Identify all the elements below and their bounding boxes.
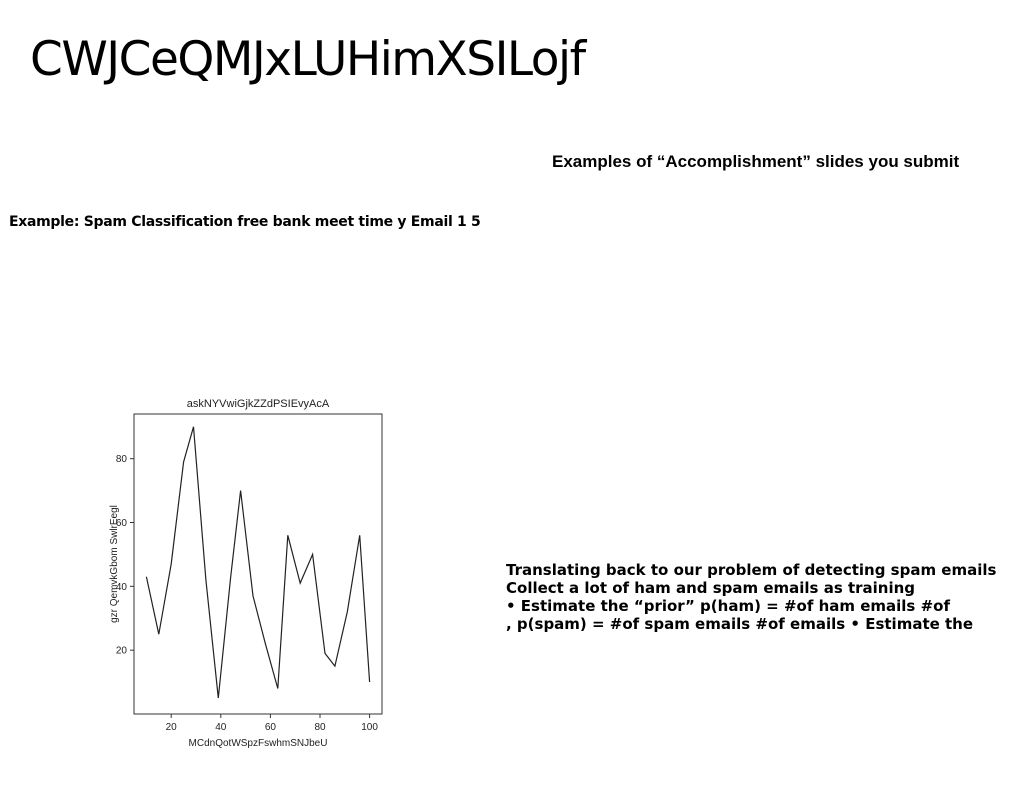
chart-xlabel: MCdnQotWSpzFswhmSNJbeU xyxy=(189,738,328,749)
y-tick-label: 40 xyxy=(116,582,128,593)
x-tick-label: 80 xyxy=(314,722,326,733)
slide-title: CWJCeQMJxLUHimXSILojf xyxy=(30,32,586,87)
plot-frame xyxy=(133,413,383,715)
body-line-3: • Estimate the “prior” p(ham) = #of ham … xyxy=(506,597,950,615)
line-chart-svg: askNYVwiGjkZZdPSIEvyAcA MCdnQotWSpzFswhm… xyxy=(109,398,383,749)
x-tick-label: 20 xyxy=(166,722,178,733)
y-tick-label: 80 xyxy=(116,454,128,465)
body-text: Translating back to our problem of detec… xyxy=(506,561,1024,633)
body-line-1: Translating back to our problem of detec… xyxy=(506,561,997,579)
examples-heading: Examples of “Accomplishment” slides you … xyxy=(552,152,960,171)
spam-example-heading: Example: Spam Classification free bank m… xyxy=(9,214,481,230)
x-tick-label: 100 xyxy=(361,722,378,733)
series-line-1 xyxy=(145,426,371,699)
chart-ylabel: gzr QemvkGbom SwlrEegl xyxy=(109,505,120,623)
x-tick-label: 40 xyxy=(215,722,227,733)
body-line-4: , p(spam) = #of spam emails #of emails •… xyxy=(506,615,974,633)
y-tick-label: 60 xyxy=(116,518,128,529)
chart-title: askNYVwiGjkZZdPSIEvyAcA xyxy=(187,398,330,410)
line-chart: askNYVwiGjkZZdPSIEvyAcA MCdnQotWSpzFswhm… xyxy=(100,390,400,760)
y-tick-label: 20 xyxy=(116,646,128,657)
body-line-2: Collect a lot of ham and spam emails as … xyxy=(506,579,916,597)
x-tick-label: 60 xyxy=(265,722,277,733)
